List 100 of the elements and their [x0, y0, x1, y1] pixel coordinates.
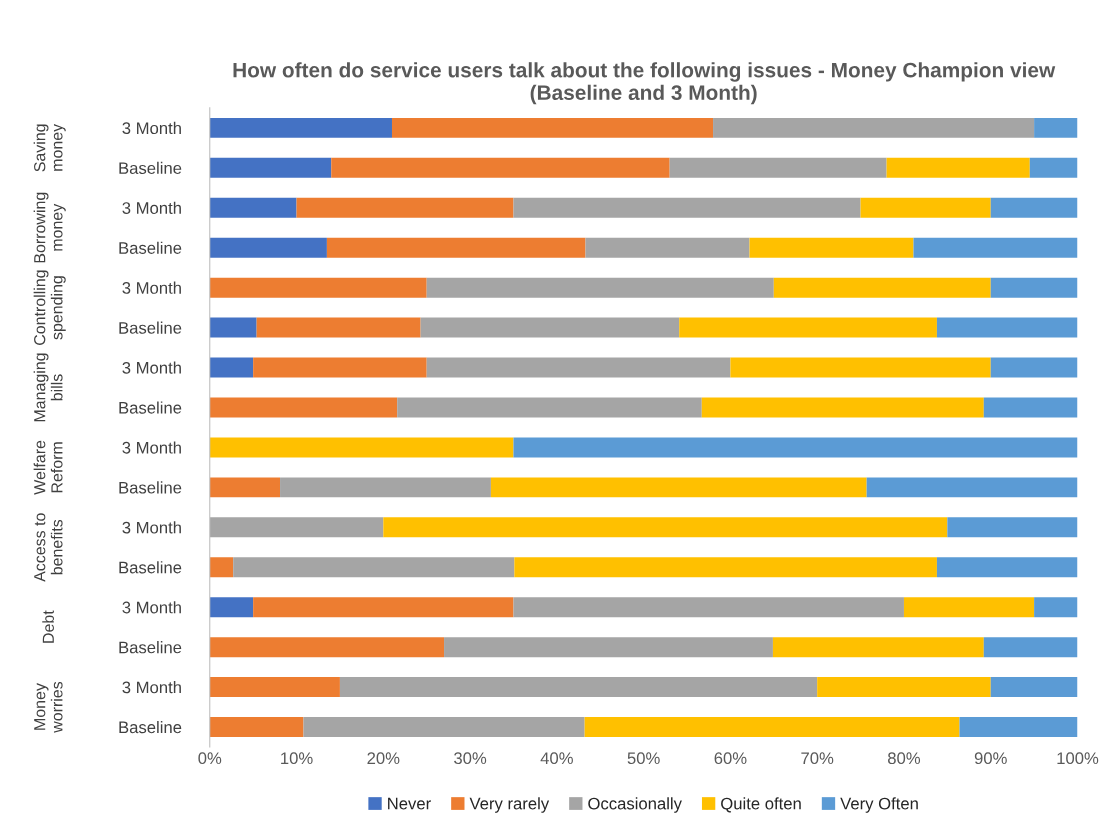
legend-label: Very rarely: [469, 797, 550, 813]
bar: [983, 397, 1078, 418]
y-tick-label: Baseline: [119, 161, 182, 175]
bar: [209, 157, 332, 178]
bar: [959, 717, 1078, 738]
y-tick-label: 3 Month: [122, 121, 181, 135]
bar: [749, 237, 914, 258]
bar: [339, 677, 818, 698]
text: Borrowing money: [33, 192, 66, 263]
bar: [209, 597, 254, 618]
bar: [860, 197, 991, 218]
x-tick-label: 60%: [714, 752, 747, 765]
bar: [253, 597, 514, 618]
x-tick-label: 40%: [540, 752, 573, 765]
bar: [209, 717, 304, 738]
bar: [444, 637, 773, 658]
text: Debt: [42, 610, 54, 643]
x-tick-label: 100%: [1057, 752, 1099, 765]
bar: [513, 197, 861, 218]
text: Access to benefits: [34, 513, 63, 582]
bar: [331, 157, 670, 178]
bar: [233, 557, 515, 578]
bar: [209, 197, 297, 218]
y-tick-label: Baseline: [119, 321, 182, 334]
bar: [209, 477, 281, 498]
bar: [701, 397, 984, 418]
bar: [913, 237, 1078, 258]
bar: [513, 597, 904, 618]
bar: [256, 317, 421, 338]
y-tick-label: 3 Month: [122, 681, 181, 694]
x-tick-label: 80%: [888, 752, 921, 765]
text: Controlling spending: [33, 270, 66, 345]
bar: [679, 317, 937, 338]
bar: [773, 277, 991, 298]
bar: [426, 357, 731, 378]
bar: [383, 517, 948, 538]
bar: [209, 117, 392, 138]
bar: [209, 277, 427, 298]
legend-label: Very Often: [840, 797, 918, 813]
bar: [936, 557, 1078, 578]
bar: [326, 237, 586, 258]
bar: [585, 237, 750, 258]
bar: [669, 157, 887, 178]
bar: [866, 477, 1078, 498]
bar: [817, 677, 991, 698]
bar: [514, 557, 937, 578]
bar: [280, 477, 491, 498]
bar: [296, 197, 514, 218]
bar: [936, 317, 1078, 338]
bar: [209, 557, 234, 578]
bar: [397, 397, 702, 418]
bar: [772, 637, 984, 658]
y-tick-label: Baseline: [119, 241, 182, 254]
x-tick-label: 10%: [281, 752, 313, 765]
legend-label: Never: [388, 797, 431, 810]
text: Saving money: [33, 123, 66, 172]
bar: [1034, 597, 1078, 618]
y-tick-label: Baseline: [119, 481, 182, 494]
bar: [713, 117, 1035, 138]
bar: [209, 517, 384, 538]
bar: [209, 677, 340, 698]
bar: [903, 597, 1035, 618]
bar: [990, 357, 1078, 378]
y-tick-label: 3 Month: [122, 281, 181, 294]
bar: [983, 637, 1078, 658]
bar: [513, 437, 1078, 458]
bar: [420, 317, 680, 338]
bar: [1029, 157, 1078, 178]
bar: [209, 317, 257, 338]
y-tick-label: 3 Month: [122, 601, 181, 614]
x-tick-label: 50%: [627, 752, 660, 765]
bar: [886, 157, 1030, 178]
legend-label: Occasionally: [588, 797, 682, 813]
bar: [209, 357, 254, 378]
x-tick-label: 30%: [454, 752, 487, 765]
chart-title: How often do service users talk about the following issues - Money Champion view (Baseline and 3 Month): [233, 62, 1056, 105]
y-tick-label: 3 Month: [122, 361, 181, 374]
bar: [426, 277, 774, 298]
bar: [303, 717, 585, 738]
legend-label: Quite often: [721, 797, 801, 813]
y-tick-label: 3 Month: [122, 521, 181, 534]
bar: [490, 477, 867, 498]
bar: [253, 357, 427, 378]
text: Welfare Reform: [33, 440, 63, 495]
y-tick-label: Baseline: [119, 401, 182, 414]
text: Managing bills: [33, 353, 63, 422]
bar: [730, 357, 991, 378]
bar: [990, 277, 1078, 298]
x-tick-label: 70%: [801, 752, 834, 765]
bar: [209, 437, 514, 458]
bar: [1034, 117, 1078, 138]
bar: [209, 397, 398, 418]
bar: [209, 237, 327, 258]
y-tick-label: Baseline: [119, 720, 182, 734]
x-tick-label: 20%: [367, 752, 400, 765]
x-tick-label: 0%: [198, 752, 222, 765]
bar: [990, 677, 1078, 698]
bar: [947, 517, 1078, 538]
text: Money worries: [34, 681, 63, 733]
bar: [209, 637, 445, 658]
